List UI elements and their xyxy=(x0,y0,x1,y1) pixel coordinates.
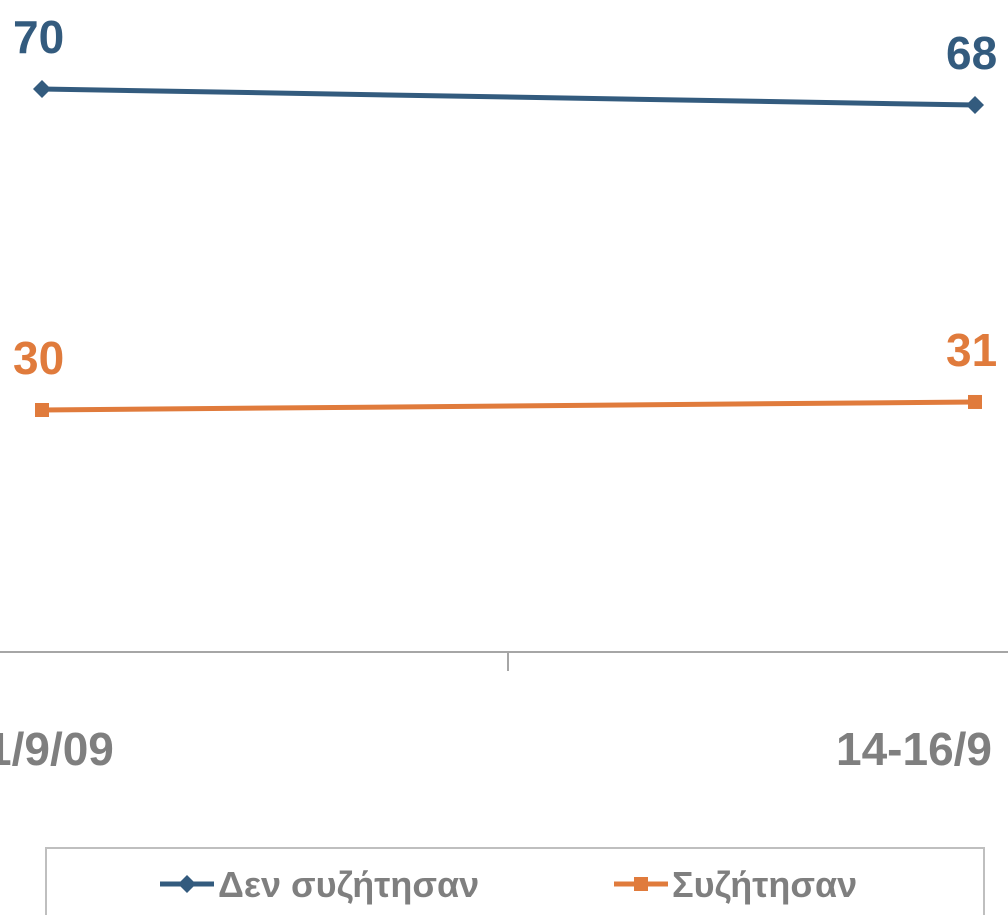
series-1-point-1 xyxy=(968,394,982,409)
legend-label-0: Δεν συζήτησαν xyxy=(218,864,479,905)
series-0-point-0 xyxy=(33,80,51,98)
plot-area: 70 68 30 31 xyxy=(13,11,997,417)
series-line-1 xyxy=(41,399,976,413)
series-1-point-0 xyxy=(35,403,49,417)
x-tick-label-1: 14-16/9 xyxy=(836,723,992,775)
x-tick-label-0: 1/9/09 xyxy=(0,723,114,775)
x-tick-labels: 1/9/09 14-16/9 xyxy=(0,723,992,775)
series-1-data-label-1: 31 xyxy=(946,324,997,376)
series-0-data-label-0: 70 xyxy=(13,11,64,63)
legend-label-1: Συζήτησαν xyxy=(672,864,857,905)
legend-item-0: Δεν συζήτησαν xyxy=(160,864,479,905)
series-line-0 xyxy=(41,86,976,108)
series-0-data-label-1: 68 xyxy=(946,27,997,79)
legend-marker-1 xyxy=(634,877,648,891)
legend-item-1: Συζήτησαν xyxy=(614,864,857,905)
legend-marker-0 xyxy=(178,875,196,893)
legend: Δεν συζήτησαν Συζήτησαν xyxy=(45,847,985,915)
series-1-data-label-0: 30 xyxy=(13,332,64,384)
series-0-point-1 xyxy=(966,96,984,115)
